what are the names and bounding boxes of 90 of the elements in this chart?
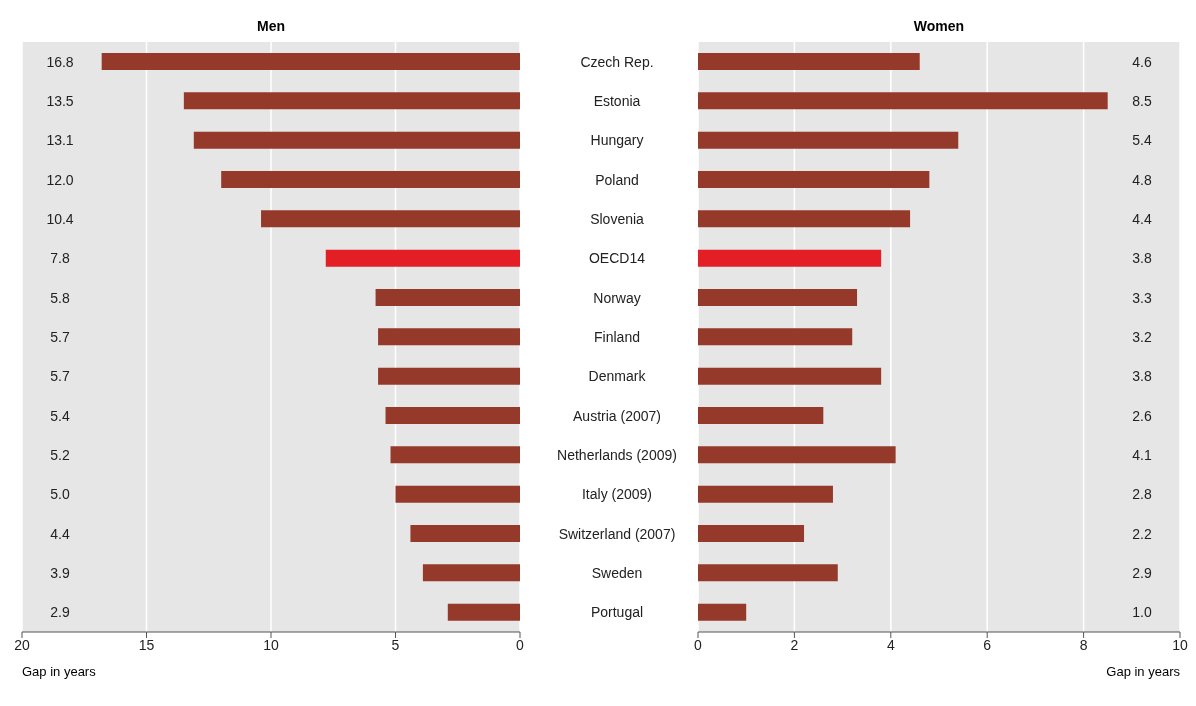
chart-title: Men [256, 18, 286, 34]
chart-title: Women [912, 18, 966, 34]
x-tick-label: 5 [391, 636, 400, 653]
data-label: 7.8 [50, 250, 70, 267]
x-tick-label: 20 [14, 636, 30, 653]
bar [183, 92, 520, 110]
y-tick-label: Netherlands (2009) [557, 447, 677, 463]
y-tick-label: Switzerland (2007) [558, 525, 676, 542]
y-tick-label: Hungary [590, 132, 644, 149]
bar [385, 407, 520, 424]
x-tick-label: 15 [138, 636, 155, 653]
data-label: 3.9 [50, 564, 70, 581]
y-tick-label: Italy (2009) [581, 486, 653, 503]
data-label: 4.4 [1132, 210, 1152, 227]
bar [193, 131, 520, 149]
data-label: 5.4 [1132, 132, 1152, 149]
data-label: 4.8 [1132, 171, 1152, 188]
bar [698, 367, 882, 385]
data-label: 5.2 [50, 446, 70, 463]
bar [395, 485, 520, 503]
bar [698, 328, 853, 346]
data-label: 5.7 [50, 328, 70, 345]
data-label: 5.7 [50, 368, 70, 385]
x-tick-label: 4 [886, 636, 895, 653]
x-tick-label: 0 [694, 636, 703, 653]
bar [698, 131, 959, 149]
data-label: 5.8 [50, 289, 70, 306]
bar [422, 564, 520, 582]
data-label: 16.8 [46, 53, 74, 70]
data-label: 5.0 [50, 486, 70, 503]
x-tick-label: 10 [1172, 636, 1188, 653]
bar [698, 603, 747, 621]
x-tick-label: 10 [263, 636, 279, 653]
y-tick-label: Denmark [588, 368, 647, 385]
x-tick-label: 2 [790, 636, 799, 653]
data-label: 13.1 [46, 132, 74, 149]
bar [698, 92, 1108, 110]
y-tick-label: Sweden [591, 565, 643, 581]
y-tick-label: Norway [593, 289, 641, 306]
y-tick-label: Poland [595, 171, 639, 188]
bar [698, 53, 920, 70]
bar [698, 525, 805, 542]
data-label: 3.2 [1132, 328, 1152, 345]
bar [378, 328, 520, 346]
bar [698, 171, 930, 188]
bar [261, 210, 520, 228]
x-tick-label: 0 [516, 636, 525, 653]
data-label: 4.1 [1132, 446, 1152, 463]
bar [410, 525, 520, 542]
data-label: 2.9 [1132, 564, 1152, 581]
bar [447, 603, 520, 621]
data-label: 3.8 [1132, 250, 1152, 267]
data-label: 3.8 [1132, 368, 1152, 385]
data-label: 3.3 [1132, 289, 1152, 306]
data-label: 12.0 [46, 171, 74, 188]
bar [375, 289, 520, 306]
y-tick-label: Estonia [593, 93, 641, 109]
data-label: 5.4 [50, 407, 70, 424]
bar [698, 446, 896, 464]
data-label: 2.8 [1132, 486, 1152, 503]
y-tick-label: Finland [594, 329, 640, 345]
data-label: 8.5 [1132, 92, 1152, 109]
data-label: 4.6 [1132, 53, 1152, 70]
data-label: 4.4 [50, 525, 70, 542]
data-label: 10.4 [46, 210, 74, 227]
y-tick-label: Slovenia [590, 211, 645, 227]
bar [698, 249, 882, 267]
y-tick-label: Czech Rep. [580, 53, 654, 70]
x-axis-title: Gap in years [1106, 664, 1180, 679]
bar [390, 446, 520, 464]
x-axis-title: Gap in years [22, 664, 96, 679]
bar [101, 53, 520, 70]
data-label: 2.6 [1132, 407, 1152, 424]
x-tick-label: 6 [983, 636, 992, 653]
bar [378, 367, 520, 385]
bar [698, 289, 858, 306]
x-tick-label: 8 [1079, 636, 1088, 653]
y-tick-label: OECD14 [588, 250, 646, 267]
data-label: 2.2 [1132, 525, 1152, 542]
bar [698, 564, 838, 582]
data-label: 2.9 [50, 604, 70, 621]
bar [698, 210, 911, 228]
bar [698, 407, 824, 424]
data-label: 13.5 [46, 92, 74, 109]
bar [325, 249, 520, 267]
bar [221, 171, 520, 188]
bar [698, 485, 833, 503]
y-tick-label: Austria (2007) [573, 407, 661, 424]
y-tick-label: Portugal [590, 604, 644, 621]
data-label: 1.0 [1132, 604, 1152, 621]
